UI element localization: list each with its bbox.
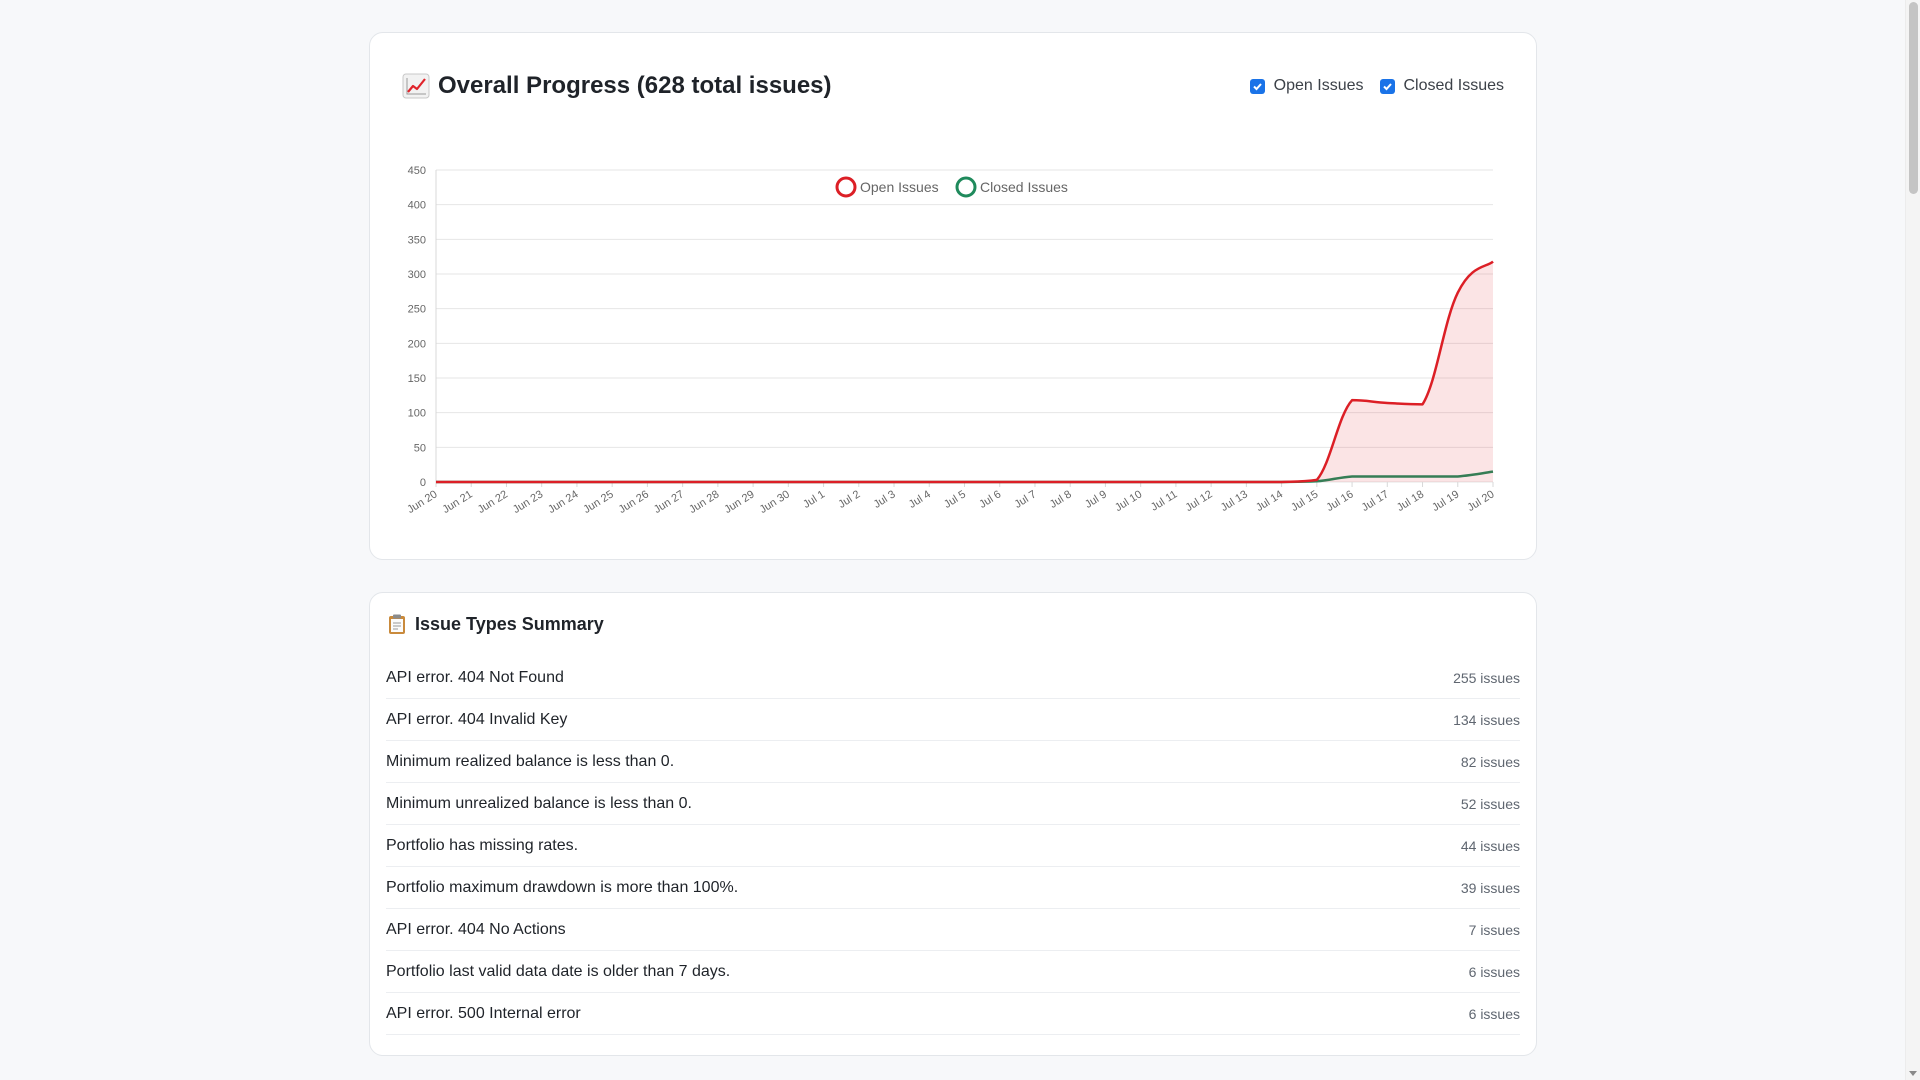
issue-row[interactable]: API error. 500 Internal error 6 issues <box>386 993 1520 1035</box>
legend-label: Open Issues <box>860 179 939 195</box>
issue-count: 39 issues <box>1460 879 1520 896</box>
toggle-open-issues-label: Open Issues <box>1273 77 1364 94</box>
x-tick-label: Jul 1 <box>801 488 827 510</box>
x-tick-label: Jul 5 <box>942 488 968 510</box>
x-tick-label: Jul 7 <box>1012 488 1038 510</box>
x-tick-label: Jul 16 <box>1324 488 1355 514</box>
legend-marker <box>835 176 857 198</box>
toggle-closed-issues-label: Closed Issues <box>1403 77 1505 94</box>
x-tick-label: Jul 9 <box>1083 488 1109 510</box>
closed-issues-checkbox[interactable] <box>1379 78 1395 94</box>
issue-name: Minimum unrealized balance is less than … <box>386 794 692 812</box>
x-tick-label: Jul 4 <box>907 488 933 510</box>
toggle-closed-issues[interactable]: Closed Issues <box>1379 77 1505 95</box>
series-toggles: Open Issues Closed Issues <box>1249 77 1505 95</box>
issue-row[interactable]: Minimum unrealized balance is less than … <box>386 783 1520 825</box>
x-tick-label: Jun 23 <box>511 488 545 516</box>
series-line-open-issues <box>436 260 1494 484</box>
summary-title: Issue Types Summary <box>386 613 604 635</box>
x-tick-label: Jul 8 <box>1048 488 1074 510</box>
issue-name: Minimum realized balance is less than 0. <box>386 752 675 770</box>
x-tick-label: Jun 24 <box>546 488 580 516</box>
x-tick-label: Jul 2 <box>836 488 862 510</box>
legend-label: Closed Issues <box>980 179 1068 195</box>
x-tick-label: Jun 27 <box>652 488 686 516</box>
clipboard-icon <box>386 613 408 635</box>
issue-count: 134 issues <box>1453 711 1520 728</box>
y-tick-label: 0 <box>420 477 426 489</box>
issue-count: 7 issues <box>1468 921 1520 938</box>
toggle-open-issues[interactable]: Open Issues <box>1249 77 1364 95</box>
page-scrollbar[interactable] <box>1905 0 1920 1080</box>
x-tick-label: Jul 6 <box>977 488 1003 510</box>
x-tick-label: Jul 10 <box>1113 488 1144 514</box>
y-tick-label: 400 <box>408 200 426 212</box>
x-tick-label: Jul 15 <box>1289 488 1320 514</box>
x-tick-label: Jun 28 <box>687 488 721 516</box>
y-tick-label: 450 <box>408 165 426 177</box>
y-tick-label: 150 <box>408 373 426 385</box>
x-tick-label: Jul 18 <box>1395 488 1426 514</box>
issue-name: Portfolio has missing rates. <box>386 836 579 854</box>
issue-row[interactable]: API error. 404 No Actions 7 issues <box>386 909 1520 951</box>
x-tick-label: Jul 13 <box>1219 488 1250 514</box>
y-tick-label: 100 <box>408 408 426 420</box>
x-tick-label: Jul 19 <box>1430 488 1461 514</box>
x-tick-label: Jun 22 <box>476 488 510 516</box>
y-tick-label: 300 <box>408 269 426 281</box>
y-tick-label: 250 <box>408 304 426 316</box>
progress-header: Overall Progress (628 total issues) Open… <box>402 69 1504 103</box>
x-tick-label: Jun 30 <box>758 488 792 516</box>
issue-row[interactable]: Portfolio last valid data date is older … <box>386 951 1520 993</box>
summary-title-text: Issue Types Summary <box>415 613 604 634</box>
issue-row[interactable]: API error. 404 Not Found 255 issues <box>386 657 1520 699</box>
issue-count: 52 issues <box>1460 795 1520 812</box>
open-issues-checkbox[interactable] <box>1249 78 1265 94</box>
issue-name: API error. 500 Internal error <box>386 1004 581 1022</box>
x-tick-label: Jul 11 <box>1149 488 1180 513</box>
x-tick-label: Jun 29 <box>722 488 756 516</box>
issue-name: API error. 404 No Actions <box>386 920 566 938</box>
issue-count: 6 issues <box>1468 1005 1520 1022</box>
progress-title: Overall Progress (628 total issues) <box>402 72 832 100</box>
legend-marker <box>955 176 977 198</box>
scrollbar-thumb[interactable] <box>1909 2 1918 194</box>
chart-increasing-icon <box>402 72 430 100</box>
summary-card: Issue Types Summary API error. 404 Not F… <box>369 592 1537 1056</box>
y-tick-label: 350 <box>408 234 426 246</box>
issue-count: 82 issues <box>1460 753 1520 770</box>
x-tick-label: Jul 17 <box>1360 488 1391 514</box>
x-tick-label: Jul 14 <box>1254 488 1285 514</box>
x-tick-label: Jul 3 <box>872 488 898 510</box>
scroll-down-arrow-icon[interactable] <box>1909 1071 1917 1076</box>
issue-name: Portfolio last valid data date is older … <box>386 962 731 980</box>
y-tick-label: 200 <box>408 338 426 350</box>
issue-count: 6 issues <box>1468 963 1520 980</box>
series-area-open-issues <box>436 261 1493 482</box>
x-tick-label: Jul 20 <box>1465 488 1496 514</box>
issue-name: API error. 404 Invalid Key <box>386 710 568 728</box>
issue-row[interactable]: API error. 404 Invalid Key 134 issues <box>386 699 1520 741</box>
issue-count: 255 issues <box>1453 669 1520 686</box>
progress-card: 0 50 100 150 200 250 300 350 400 450 Jun 20 Jun 21 J… <box>369 32 1537 560</box>
y-tick-label: 50 <box>414 442 426 454</box>
issue-name: API error. 404 Not Found <box>386 668 564 686</box>
x-tick-label: Jun 25 <box>581 488 615 516</box>
issue-list: API error. 404 Not Found 255 issues API er… <box>386 657 1520 1035</box>
x-tick-label: Jun 20 <box>405 488 439 516</box>
x-tick-label: Jun 26 <box>617 488 651 516</box>
issue-row[interactable]: Minimum realized balance is less than 0.… <box>386 741 1520 783</box>
issue-name: Portfolio maximum drawdown is more than … <box>386 878 739 896</box>
progress-title-text: Overall Progress (628 total issues) <box>438 72 832 99</box>
issue-count: 44 issues <box>1460 837 1520 854</box>
issue-row[interactable]: Portfolio has missing rates. 44 issues <box>386 825 1520 867</box>
x-tick-label: Jul 12 <box>1183 488 1214 514</box>
issue-row[interactable]: Portfolio maximum drawdown is more than … <box>386 867 1520 909</box>
x-tick-label: Jun 21 <box>440 488 474 516</box>
